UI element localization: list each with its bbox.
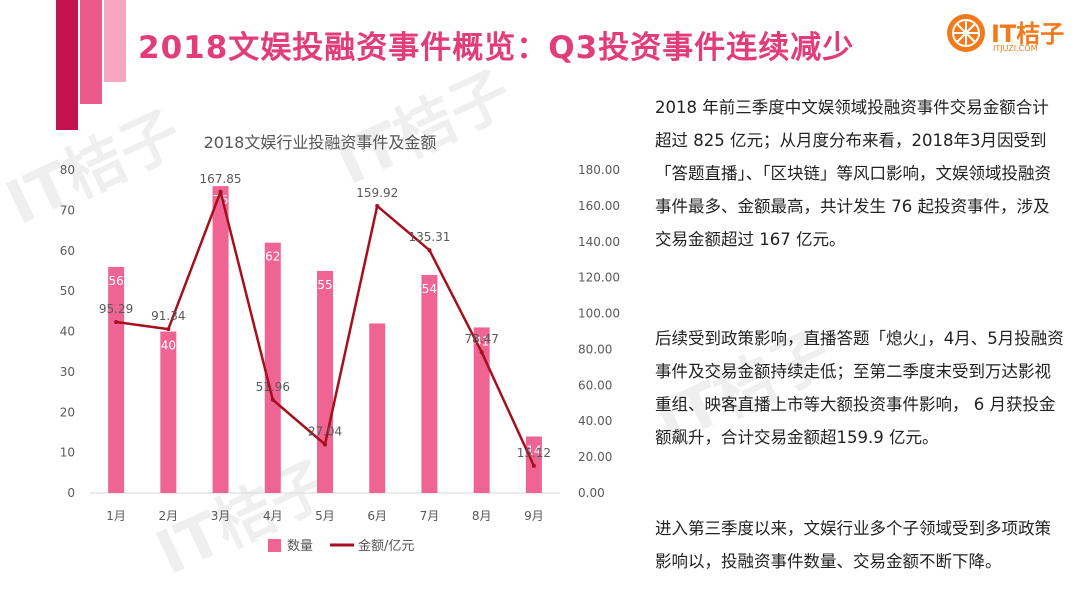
y-right-tick-label: 140.00 — [578, 235, 620, 249]
line-label: 91.34 — [151, 309, 185, 323]
line-label: 95.29 — [99, 302, 133, 316]
x-tick-label: 6月 — [367, 509, 387, 523]
line-label: 159.92 — [356, 186, 398, 200]
line-label: 135.31 — [408, 230, 450, 244]
line-point — [531, 463, 536, 468]
bar-label: 14 — [526, 443, 541, 457]
y-right-tick-label: 0.00 — [578, 486, 605, 500]
x-tick-label: 5月 — [315, 509, 335, 523]
x-tick-label: 9月 — [524, 509, 544, 523]
x-tick-label: 2月 — [159, 509, 179, 523]
line-point — [218, 189, 223, 194]
y-left-tick-label: 0 — [67, 486, 75, 500]
line-point — [323, 442, 327, 447]
combo-chart: 2018文娱行业投融资事件及金额 0 10 20 30 40 50 60 70 80 0.00 2… — [60, 133, 620, 554]
legend-label-bar: 数量 — [287, 539, 313, 554]
y-right-tick-label: 160.00 — [578, 199, 620, 213]
y-left-tick-label: 40 — [60, 325, 75, 339]
y-left-tick-label: 10 — [60, 446, 75, 460]
y-left-tick-label: 70 — [60, 203, 75, 217]
bar-2 — [160, 331, 177, 493]
y-right-tick-label: 80.00 — [578, 342, 612, 356]
x-tick-label: 1月 — [106, 509, 126, 523]
line-label: 27.04 — [308, 424, 342, 438]
y-left-tick-label: 50 — [60, 284, 75, 298]
y-right-tick-label: 20.00 — [578, 450, 612, 464]
logo-url: ITJUZI.COM — [993, 44, 1038, 53]
y-left-tick-label: 30 — [60, 365, 75, 379]
x-tick-label: 8月 — [472, 509, 492, 523]
orange-slice-icon — [947, 14, 985, 52]
logo: IT桔子 ITJUZI.COM — [947, 10, 1067, 56]
paragraph-1: 2018 年前三季度中文娱领域投融资事件交易金额合计超过 825 亿元；从月度分… — [655, 98, 1051, 249]
line-point — [427, 248, 432, 253]
bar-label: 54 — [422, 282, 437, 296]
line-point — [166, 327, 171, 332]
legend-swatch-bar — [268, 539, 281, 552]
bar-7 — [421, 274, 438, 493]
line-label: 78.47 — [464, 332, 498, 346]
y-left-tick-label: 60 — [60, 244, 75, 258]
line-point — [114, 320, 119, 325]
bar-8 — [473, 327, 490, 493]
decor-bar-dark — [56, 0, 78, 130]
page-title: 2018文娱投融资事件概览：Q3投资事件连续减少 — [138, 30, 855, 66]
x-tick-label: 4月 — [263, 509, 283, 523]
bar-label: 55 — [317, 278, 332, 292]
bar-1 — [108, 266, 125, 493]
bar-label: 40 — [161, 339, 176, 353]
paragraph-3: 进入第三季度以来，文娱行业多个子领域受到多项政策影响以，投融资事件数量、交易金额… — [655, 519, 1051, 571]
decor-bar-mid — [80, 0, 102, 104]
line-label: 51.96 — [256, 380, 290, 394]
bar-3 — [212, 186, 229, 493]
bar-4 — [264, 242, 281, 493]
line-point — [375, 204, 380, 209]
line-point — [479, 350, 484, 355]
legend-label-line: 金额/亿元 — [358, 538, 414, 554]
line-label: 167.85 — [200, 172, 242, 186]
paragraph-2: 后续受到政策影响，直播答题「熄火」，4月、5月投融资事件及交易金额持续走低；至第… — [655, 329, 1064, 447]
bar-label: 56 — [108, 274, 123, 288]
chart-title: 2018文娱行业投融资事件及金额 — [204, 133, 437, 152]
x-tick-label: 3月 — [211, 509, 231, 523]
y-right-tick-label: 40.00 — [578, 414, 612, 428]
bar-6 — [369, 323, 386, 493]
line-label: 15.12 — [517, 446, 551, 460]
y-right-tick-label: 100.00 — [578, 307, 620, 321]
logo-text: IT桔子 — [991, 20, 1065, 48]
line-point — [270, 397, 275, 402]
y-left-tick-label: 20 — [60, 405, 75, 419]
y-left-tick-label: 80 — [60, 163, 75, 177]
decor-bar-light — [104, 0, 126, 82]
bar-5 — [317, 270, 333, 493]
y-right-tick-label: 180.00 — [578, 163, 620, 177]
x-tick-label: 7月 — [420, 509, 440, 523]
y-right-tick-label: 60.00 — [578, 378, 612, 392]
bar-label: 62 — [265, 250, 280, 264]
y-right-tick-label: 120.00 — [578, 271, 620, 285]
